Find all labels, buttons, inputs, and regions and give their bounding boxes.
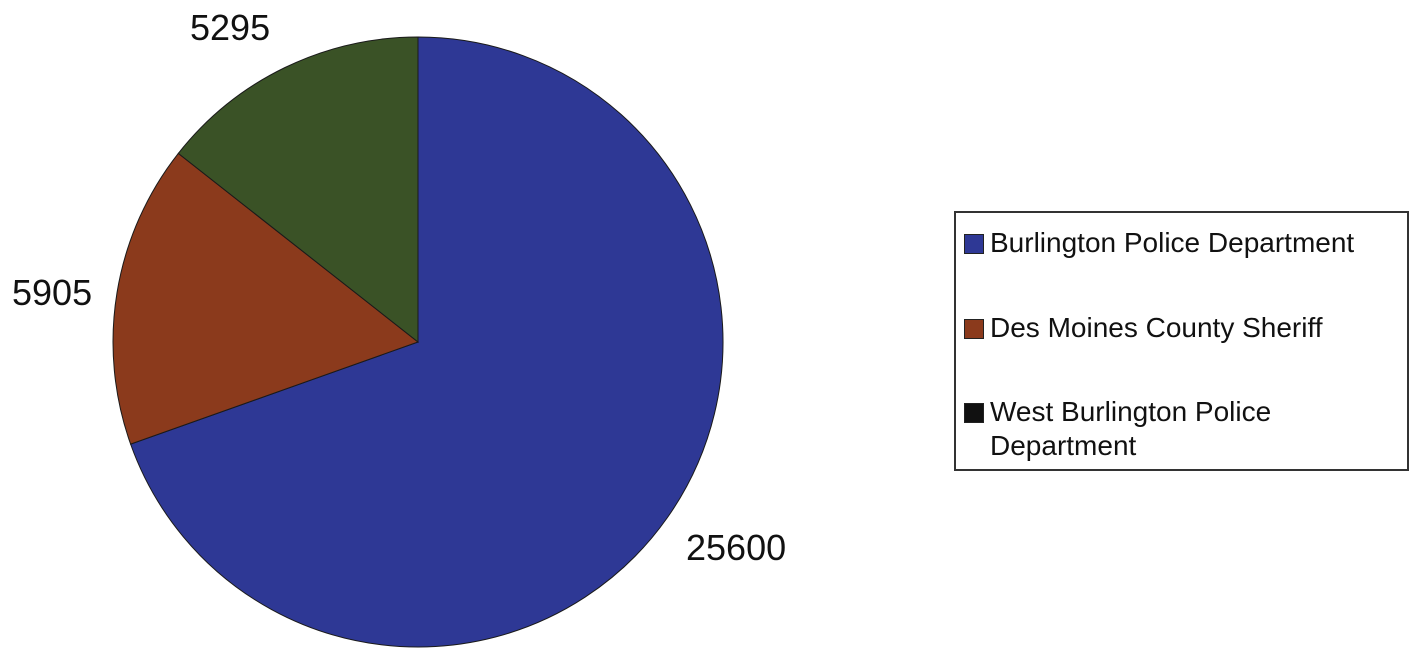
pie-slice-des-moines-county-sheriff	[112, 152, 420, 445]
chart-legend: Burlington Police Department Des Moines …	[954, 211, 1409, 471]
pie-data-labels: 25600 5905 5295	[12, 7, 786, 568]
pie-slices	[112, 36, 724, 648]
data-label-des-moines-county-sheriff: 5905	[12, 272, 92, 313]
legend-label-burlington-police: Burlington Police Department	[990, 227, 1355, 258]
legend-label-west-burlington-police: West Burlington Police Department	[990, 396, 1272, 461]
legend-swatch-burlington-police	[964, 234, 984, 254]
legend-item-burlington-police: Burlington Police Department	[964, 226, 1390, 260]
legend-item-des-moines-county-sheriff: Des Moines County Sheriff	[964, 311, 1390, 345]
data-label-west-burlington-police: 5295	[190, 7, 270, 48]
data-label-burlington-police: 25600	[686, 527, 786, 568]
legend-swatch-west-burlington-police	[964, 403, 984, 423]
legend-swatch-des-moines-county-sheriff	[964, 319, 984, 339]
legend-label-des-moines-county-sheriff: Des Moines County Sheriff	[990, 312, 1323, 343]
pie-slice-west-burlington-police	[177, 36, 419, 344]
legend-item-west-burlington-police: West Burlington Police Department	[964, 395, 1390, 463]
pie-slice-burlington-police	[129, 36, 724, 648]
